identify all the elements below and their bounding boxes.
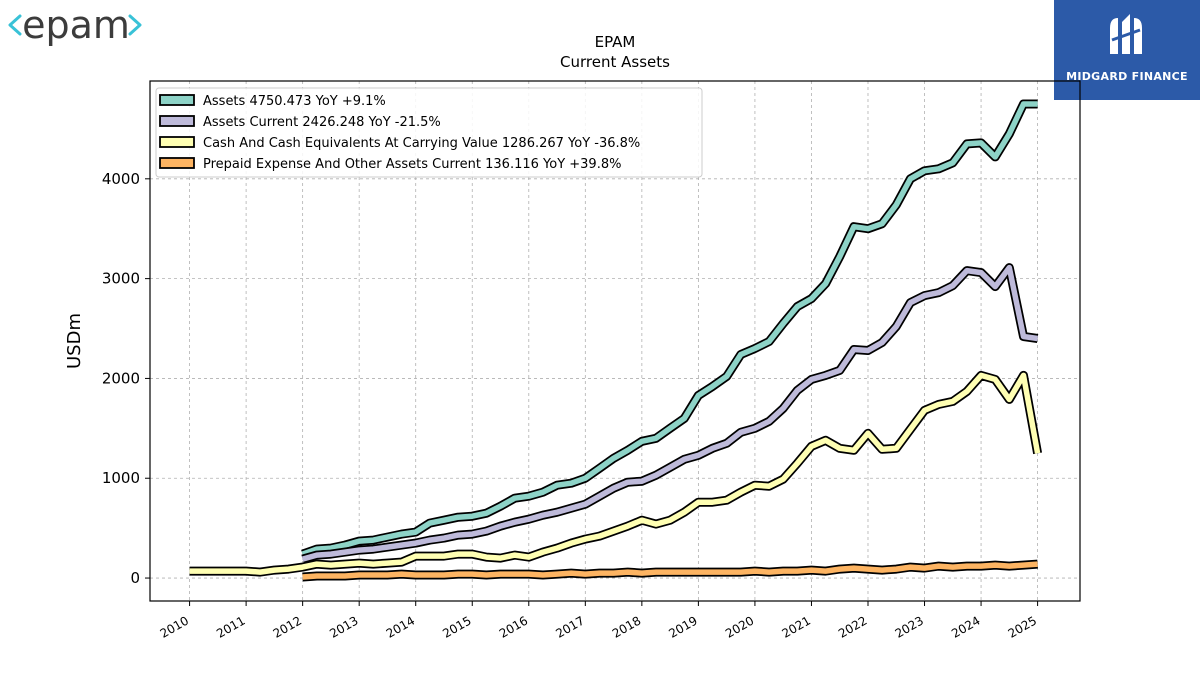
series-line-outline	[189, 370, 1043, 577]
midgard-finance-label: MIDGARD FINANCE	[1066, 70, 1188, 83]
legend-label: Cash And Cash Equivalents At Carrying Va…	[203, 136, 640, 151]
logo-right-bracket-icon	[128, 14, 142, 36]
plot-frame	[149, 80, 1081, 602]
y-tick-label: 3000	[102, 270, 140, 288]
legend-box	[155, 87, 703, 178]
x-tick-label: 2014	[384, 613, 417, 640]
y-tick-label: 4000	[102, 170, 140, 188]
legend-label: Assets Current 2426.248 YoY -21.5%	[203, 115, 441, 130]
y-tick-label: 1000	[102, 469, 140, 487]
x-tick-label: 2023	[893, 613, 926, 640]
epam-logo: epam	[8, 3, 142, 47]
x-tick-label: 2025	[1006, 613, 1039, 640]
series-line-3	[302, 561, 1038, 580]
x-tick-label: 2012	[271, 613, 304, 640]
y-tick-label: 0	[130, 569, 140, 587]
legend-swatch	[159, 115, 195, 127]
series-line-1	[301, 264, 1038, 562]
y-axis-label: USDm	[64, 313, 85, 369]
x-tick-label: 2022	[836, 613, 869, 640]
y-axis: 0 1000 2000 3000 4000	[102, 170, 150, 587]
x-tick-label: 2019	[666, 613, 699, 640]
legend-swatch	[159, 157, 195, 169]
x-tick-label: 2018	[610, 613, 643, 640]
chart-title: EPAM	[595, 33, 636, 51]
legend: Assets 4750.473 YoY +9.1% Assets Current …	[155, 87, 703, 178]
legend-label: Assets 4750.473 YoY +9.1%	[203, 94, 386, 109]
x-tick-label: 2016	[497, 613, 530, 640]
y-tick-label: 2000	[102, 369, 140, 387]
epam-logo-text: epam	[22, 3, 130, 47]
series-layer	[189, 99, 1043, 582]
midgard-emblem-icon	[1110, 14, 1142, 54]
legend-swatch	[159, 94, 195, 106]
x-tick-label: 2017	[553, 613, 586, 640]
x-tick-label: 2024	[949, 613, 982, 640]
x-tick-label: 2021	[780, 613, 813, 640]
series-line-2	[189, 372, 1041, 575]
x-tick-label: 2011	[214, 613, 247, 640]
series-line-0	[301, 101, 1038, 557]
x-tick-label: 2013	[327, 613, 360, 640]
x-tick-label: 2010	[158, 613, 191, 640]
x-tick-label: 2015	[440, 613, 473, 640]
chart-subtitle: Current Assets	[560, 53, 670, 71]
x-tick-label: 2020	[723, 613, 756, 640]
x-axis: 2010 2011 2012 2013 2014 2015 2016 2017 2018 2019…	[158, 601, 1039, 641]
legend-label: Prepaid Expense And Other Assets Current…	[203, 157, 621, 172]
midgard-finance-logo: MIDGARD FINANCE	[1054, 0, 1200, 100]
legend-swatch	[159, 136, 195, 148]
logo-left-bracket-icon	[8, 14, 22, 36]
